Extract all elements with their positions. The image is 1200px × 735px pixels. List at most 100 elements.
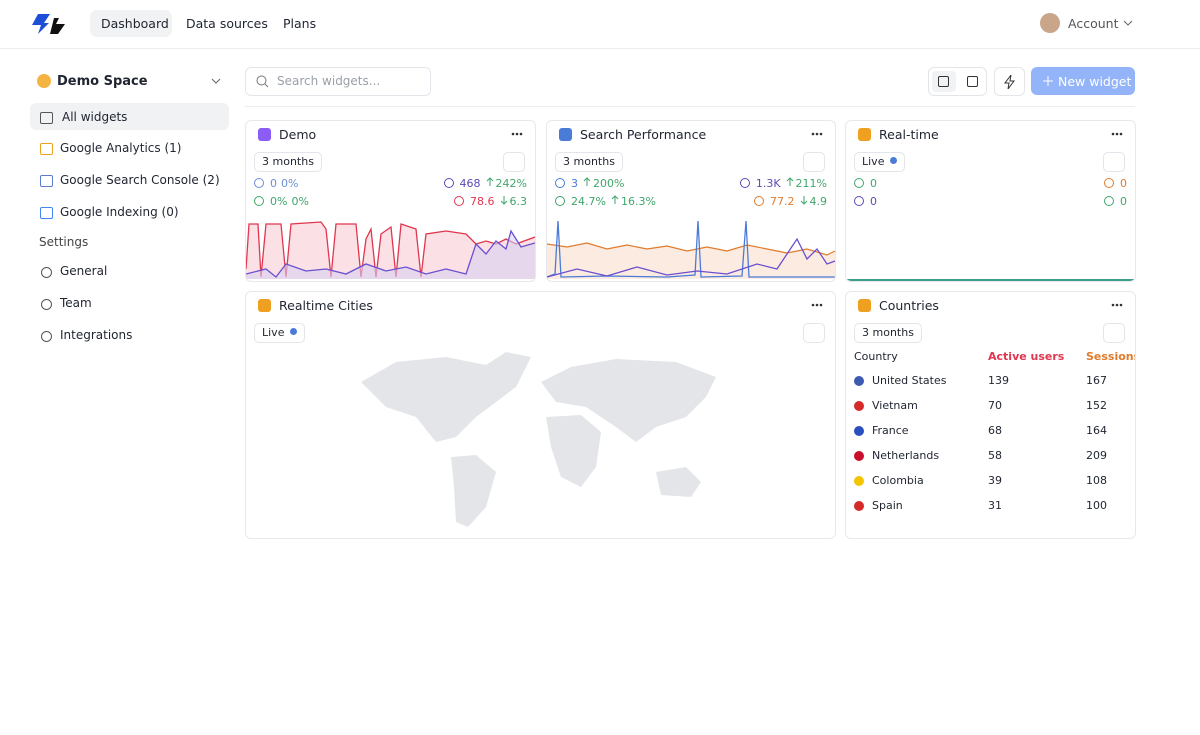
- sidebar-item[interactable]: All widgets: [62, 110, 128, 124]
- layout-toggle[interactable]: [928, 67, 987, 96]
- table-cell: 167: [1086, 374, 1107, 387]
- sidebar-item[interactable]: Team: [60, 296, 92, 310]
- sparkline: [246, 221, 535, 279]
- stat-icon: [1104, 196, 1114, 206]
- account[interactable]: Account: [1068, 16, 1119, 31]
- stat-value: 468: [459, 177, 481, 190]
- nav-tab[interactable]: Dashboard: [101, 16, 169, 31]
- sidebar-item[interactable]: General: [60, 264, 108, 278]
- widget-icon: [559, 128, 572, 141]
- period-select[interactable]: 3 months: [254, 152, 322, 172]
- table-cell: 164: [1086, 424, 1107, 437]
- flag: [854, 401, 864, 411]
- more-menu[interactable]: [1111, 294, 1123, 318]
- filter-button[interactable]: [803, 323, 825, 343]
- period-label: Live: [262, 326, 285, 339]
- stat-value: 0%: [281, 177, 299, 190]
- widget: Search Performance 3 months 3 200% 1.3K 211% 2…: [546, 120, 836, 282]
- table-cell: Spain: [872, 499, 903, 512]
- stat-value: 4.9: [809, 195, 828, 208]
- search-box[interactable]: Search widgets...: [245, 67, 431, 96]
- bolt-icon: [1004, 75, 1015, 89]
- search-placeholder: Search widgets...: [277, 74, 381, 88]
- layout-icon: [967, 76, 978, 87]
- new-widget-button[interactable]: New widget: [1031, 67, 1135, 95]
- sidebar-heading: Settings: [39, 235, 89, 249]
- item-icon: [40, 143, 53, 155]
- stat-value: 0%: [291, 195, 309, 208]
- sidebar-item[interactable]: Google Analytics (1): [60, 141, 182, 155]
- stat-group: 0% 0%: [254, 195, 309, 211]
- filter-button[interactable]: [1103, 323, 1125, 343]
- countries-table: Country Active users Sessions United States…: [846, 292, 1135, 528]
- column-header[interactable]: Active users: [988, 350, 1065, 363]
- more-menu[interactable]: [811, 123, 823, 147]
- more-menu[interactable]: [811, 294, 823, 318]
- filter-button[interactable]: [503, 152, 525, 172]
- logo[interactable]: [32, 14, 68, 34]
- stat-icon: [443, 178, 454, 188]
- chevron: [1123, 20, 1133, 26]
- stat-value: 3: [571, 177, 578, 190]
- period-select[interactable]: 3 months: [854, 323, 922, 343]
- stat-icon: [739, 178, 750, 188]
- stat-group: 0: [1104, 195, 1127, 211]
- period-select[interactable]: 3 months: [555, 152, 623, 172]
- item-icon: [40, 175, 53, 187]
- layout-icon: [938, 76, 949, 87]
- stat-value: 211%: [795, 177, 827, 190]
- widget-title: Realtime Cities: [279, 298, 373, 313]
- column-header[interactable]: Country: [854, 350, 898, 363]
- stat-icon: [555, 196, 565, 206]
- period-select[interactable]: Live: [254, 323, 306, 343]
- bolt-button[interactable]: [994, 67, 1025, 96]
- stat-value: 77.2: [770, 195, 795, 208]
- trend-arrow: [486, 177, 493, 186]
- avatar[interactable]: [1040, 13, 1060, 33]
- nav-tab[interactable]: Plans: [283, 16, 317, 31]
- widget-icon: [258, 299, 271, 312]
- stat-value: 0: [270, 177, 277, 190]
- divider: [245, 106, 1135, 107]
- stat-group: 0 0%: [254, 177, 298, 193]
- trend-arrow: [611, 195, 619, 204]
- widget: Country Active users Sessions United States…: [845, 291, 1136, 539]
- filter-button[interactable]: [1103, 152, 1125, 172]
- period-select[interactable]: Live: [854, 152, 906, 172]
- table-cell: 68: [988, 424, 1002, 437]
- stat-group: 0: [1104, 177, 1127, 193]
- table-cell: 58: [988, 449, 1002, 462]
- sidebar-item[interactable]: Integrations: [60, 328, 133, 342]
- stat-group: 1.3K 211%: [739, 177, 827, 193]
- stat-icon: [1104, 178, 1114, 188]
- column-header[interactable]: Sessions: [1086, 350, 1135, 363]
- stat-value: 0: [1120, 177, 1127, 190]
- space-name[interactable]: Demo Space: [57, 74, 148, 89]
- more-menu[interactable]: [511, 123, 523, 147]
- new-widget-label: New widget: [1058, 74, 1132, 89]
- period-label: 3 months: [862, 326, 914, 339]
- stat-row: 0% 0% 78.6 6.3: [254, 195, 527, 211]
- table-cell: 39: [988, 474, 1002, 487]
- table-cell: 31: [988, 499, 1002, 512]
- sidebar-item[interactable]: Google Search Console (2): [60, 173, 220, 187]
- filter-button[interactable]: [803, 152, 825, 172]
- stat-value: 0: [1120, 195, 1127, 208]
- stat-value: 1.3K: [755, 177, 781, 190]
- stat-group: 0: [854, 177, 877, 193]
- nav-tab[interactable]: Data sources: [186, 16, 268, 31]
- nav-border: [0, 48, 1200, 49]
- trend-arrow: [800, 196, 807, 205]
- trend-arrow: [583, 177, 591, 186]
- sidebar-item[interactable]: Google Indexing (0): [60, 205, 179, 219]
- stat-group: 77.2 4.9: [754, 195, 827, 211]
- period-label: Live: [862, 155, 885, 168]
- more-menu[interactable]: [1111, 123, 1123, 147]
- stat-value: 0: [870, 177, 877, 190]
- trend-arrow: [500, 196, 507, 205]
- stat-row: 3 200% 1.3K 211%: [555, 177, 827, 193]
- widget: Real-time Live 0 0 0 0: [845, 120, 1136, 282]
